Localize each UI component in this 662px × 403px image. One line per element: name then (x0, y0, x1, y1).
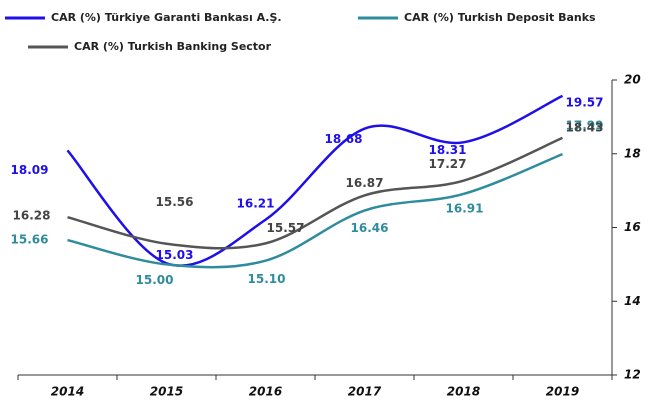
data-label: 15.03 (156, 248, 194, 262)
data-label: 16.91 (446, 201, 484, 215)
data-label: 18.68 (325, 132, 363, 146)
legend-label: CAR (%) Turkish Banking Sector (74, 40, 272, 53)
x-tick-label: 2016 (249, 385, 282, 399)
data-label: 18.43 (566, 120, 604, 134)
data-label: 18.31 (429, 143, 467, 157)
series-line (67, 136, 563, 250)
data-label: 16.46 (351, 221, 389, 235)
data-label: 15.56 (156, 195, 194, 209)
data-label: 15.66 (11, 233, 49, 247)
y-tick-label: 14 (624, 294, 641, 308)
data-label: 16.21 (237, 196, 275, 210)
series-line (66, 94, 564, 267)
data-label: 17.27 (429, 157, 467, 171)
data-label: 15.10 (248, 272, 286, 286)
x-tick-label: 2015 (150, 385, 183, 399)
data-label: 16.87 (346, 176, 384, 190)
legend-label: CAR (%) Türkiye Garanti Bankası A.Ş. (51, 11, 282, 24)
data-label: 15.57 (267, 221, 305, 235)
y-tick-label: 20 (624, 73, 641, 87)
y-tick-label: 18 (624, 146, 641, 160)
y-tick-label: 12 (624, 368, 641, 382)
legend-label: CAR (%) Turkish Deposit Banks (404, 11, 596, 24)
data-label: 16.28 (13, 209, 51, 223)
x-tick-label: 2019 (546, 385, 579, 399)
data-label: 18.09 (11, 163, 49, 177)
data-label: 17.99 (566, 119, 604, 133)
x-tick-label: 2018 (447, 385, 480, 399)
data-label: 19.57 (566, 95, 604, 109)
series-line (67, 152, 563, 269)
x-tick-label: 2017 (348, 385, 382, 399)
y-tick-label: 16 (624, 220, 641, 234)
data-label: 15.00 (136, 273, 174, 287)
x-tick-label: 2014 (51, 385, 84, 399)
